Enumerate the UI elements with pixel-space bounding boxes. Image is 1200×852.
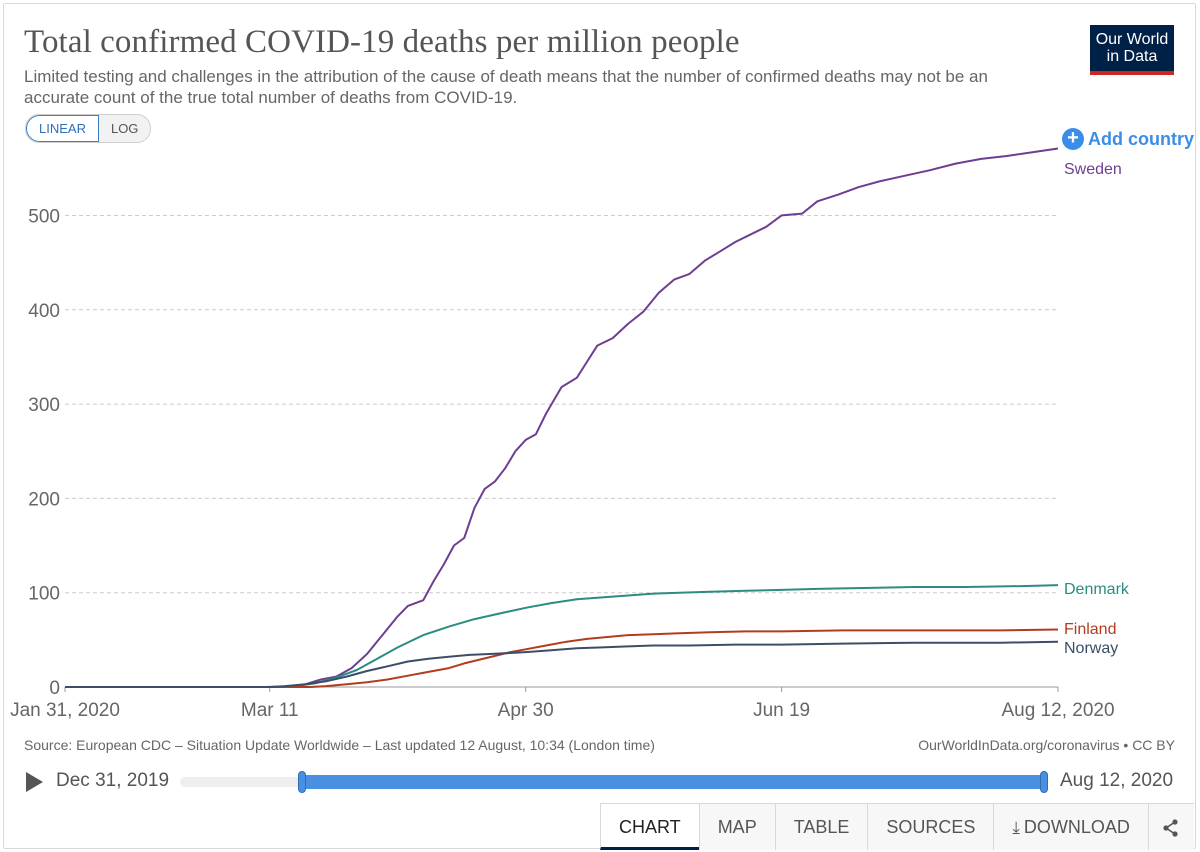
y-axis-tick-labels: 0 100 200 300 400 500 [28,206,60,699]
linear-scale-button[interactable]: LINEAR [26,115,99,142]
x-tick-label: Apr 30 [498,700,554,721]
tab-bar: CHART MAP TABLE SOURCES ⤓ DOWNLOAD [600,803,1194,850]
x-tick-label: Jan 31, 2020 [10,700,120,721]
y-tick-label: 0 [49,678,60,699]
share-icon [1163,819,1179,837]
x-tick-label: Mar 11 [241,700,299,721]
series-label-norway: Norway [1064,640,1118,657]
grid-lines [65,214,1058,594]
x-axis: Jan 31, 2020 Mar 11 Apr 30 Jun 19 Aug 12, 20… [10,686,1115,721]
series-labels: Sweden Denmark Finland Norway [1064,161,1130,657]
y-tick-label: 500 [28,206,60,227]
plus-circle-icon: + [1062,128,1084,150]
y-tick-label: 400 [28,301,60,322]
y-tick-label: 300 [28,395,60,416]
x-tick-label: Jun 19 [753,700,810,721]
logo-line-1: Our World [1095,31,1169,48]
source-note: Source: European CDC – Situation Update … [24,737,655,753]
tab-download[interactable]: ⤓ DOWNLOAD [993,804,1148,850]
series-label-denmark: Denmark [1064,581,1130,598]
chart-subtitle: Limited testing and challenges in the at… [24,67,988,107]
log-scale-button[interactable]: LOG [110,121,139,136]
chart-frame [3,3,1196,849]
timeline-start-label: Dec 31, 2019 [56,770,170,791]
tab-sources[interactable]: SOURCES [867,804,994,850]
timeline-selected-range [302,775,1044,789]
tab-table[interactable]: TABLE [774,804,868,850]
series-line-finland [65,628,1059,688]
add-country-button[interactable]: + Add country [1062,128,1194,150]
timeline: Dec 31, 2019 Aug 12, 2020 [0,762,1200,802]
series-label-sweden: Sweden [1064,161,1122,178]
series-line-norway [65,640,1059,688]
owid-logo[interactable]: Our World in Data [1090,25,1174,75]
y-tick-label: 200 [28,489,60,510]
share-button[interactable] [1147,804,1194,850]
y-tick-label: 100 [28,584,60,605]
credit-link[interactable]: OurWorldInData.org/coronavirus • CC BY [918,737,1175,753]
tab-download-label: DOWNLOAD [1023,817,1130,837]
timeline-start-handle[interactable] [298,771,306,793]
timeline-end-label: Aug 12, 2020 [1060,770,1174,791]
add-country-label: Add country [1088,128,1194,149]
logo-underline [1090,71,1174,75]
x-tick-label: Aug 12, 2020 [1001,700,1114,721]
series-line-sweden [65,147,1059,688]
play-icon[interactable] [26,772,43,792]
line-chart: 0 100 200 300 400 500 Jan 31, 2020 Mar 11 Apr 3… [10,147,1130,721]
series-line-denmark [65,584,1059,688]
scale-toggle: LINEAR LOG [25,114,152,143]
timeline-end-handle[interactable] [1040,771,1048,793]
chart-title: Total confirmed COVID-19 deaths per mill… [24,24,740,60]
tab-map[interactable]: MAP [698,804,775,850]
tab-chart[interactable]: CHART [600,804,699,850]
series-label-finland: Finland [1064,621,1116,638]
series-lines [65,147,1059,688]
logo-line-2: in Data [1106,48,1158,65]
download-icon: ⤓ [1012,818,1020,837]
